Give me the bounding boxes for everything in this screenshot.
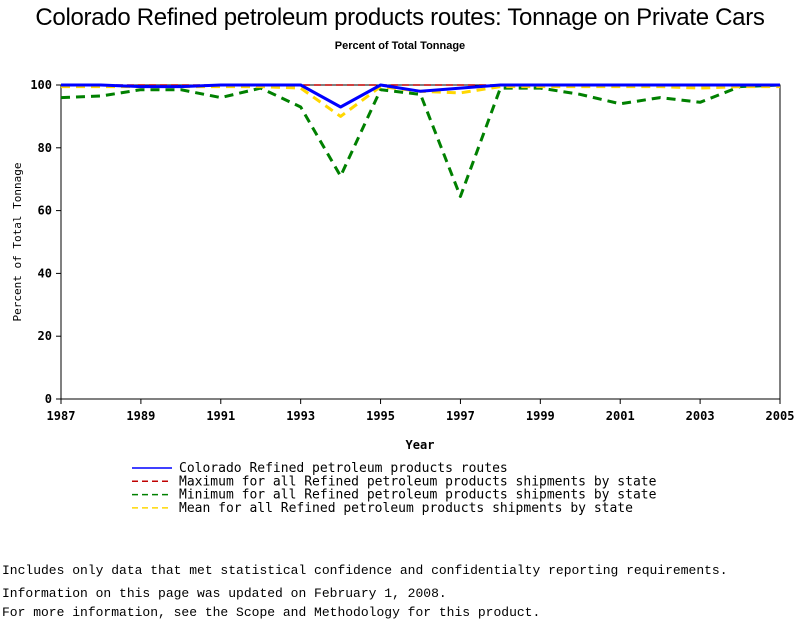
x-tick-label: 1991 [206,409,235,423]
x-tick-label: 1989 [126,409,155,423]
series-lines [60,83,781,198]
x-axis-label: Year [406,438,435,452]
series-line-minimum [60,83,781,198]
legend-label: Maximum for all Refined petroleum produc… [179,474,657,489]
y-tick-label: 20 [38,329,52,343]
y-tick-label: 0 [45,392,52,406]
chart-title: Colorado Refined petroleum products rout… [35,4,765,31]
line-chart: 1987 1989 1991 1993 1995 1997 1999 2001 2003 2005… [11,78,795,516]
x-axis-ticks: 1987 1989 1991 1993 1995 1997 1999 2001 2003 2005 [47,399,795,423]
y-axis-label: Percent of Total Tonnage [11,163,24,322]
x-tick-label: 1995 [366,409,395,423]
series-line-colorado [61,83,780,109]
x-tick-label: 1997 [446,409,475,423]
legend-label: Minimum for all Refined petroleum produc… [179,488,657,503]
x-tick-label: 2001 [606,409,635,423]
plot-frame [60,84,781,400]
chart-subtitle: Percent of Total Tonnage [334,40,466,52]
y-tick-label: 100 [30,78,52,92]
y-tick-label: 80 [38,141,52,155]
y-tick-label: 40 [38,266,52,280]
x-tick-label: 2003 [686,409,715,423]
legend-label: Colorado Refined petroleum products rout… [179,461,508,476]
legend: Colorado Refined petroleum products rout… [132,461,657,516]
x-tick-label: 2005 [766,409,795,423]
y-axis-ticks: 0 20 40 60 80 100 [30,78,61,406]
x-tick-label: 1993 [286,409,315,423]
footnote-line: Includes only data that met statistical … [2,563,728,578]
legend-label: Mean for all Refined petroleum products … [179,501,633,516]
footnotes: Includes only data that met statistical … [2,536,728,634]
x-tick-label: 1987 [47,409,76,423]
updated-note: Information on this page was updated on … [2,586,447,601]
x-tick-label: 1999 [526,409,555,423]
y-tick-label: 60 [38,204,52,218]
footnote-line: For more information, see the Scope and … [2,605,541,620]
